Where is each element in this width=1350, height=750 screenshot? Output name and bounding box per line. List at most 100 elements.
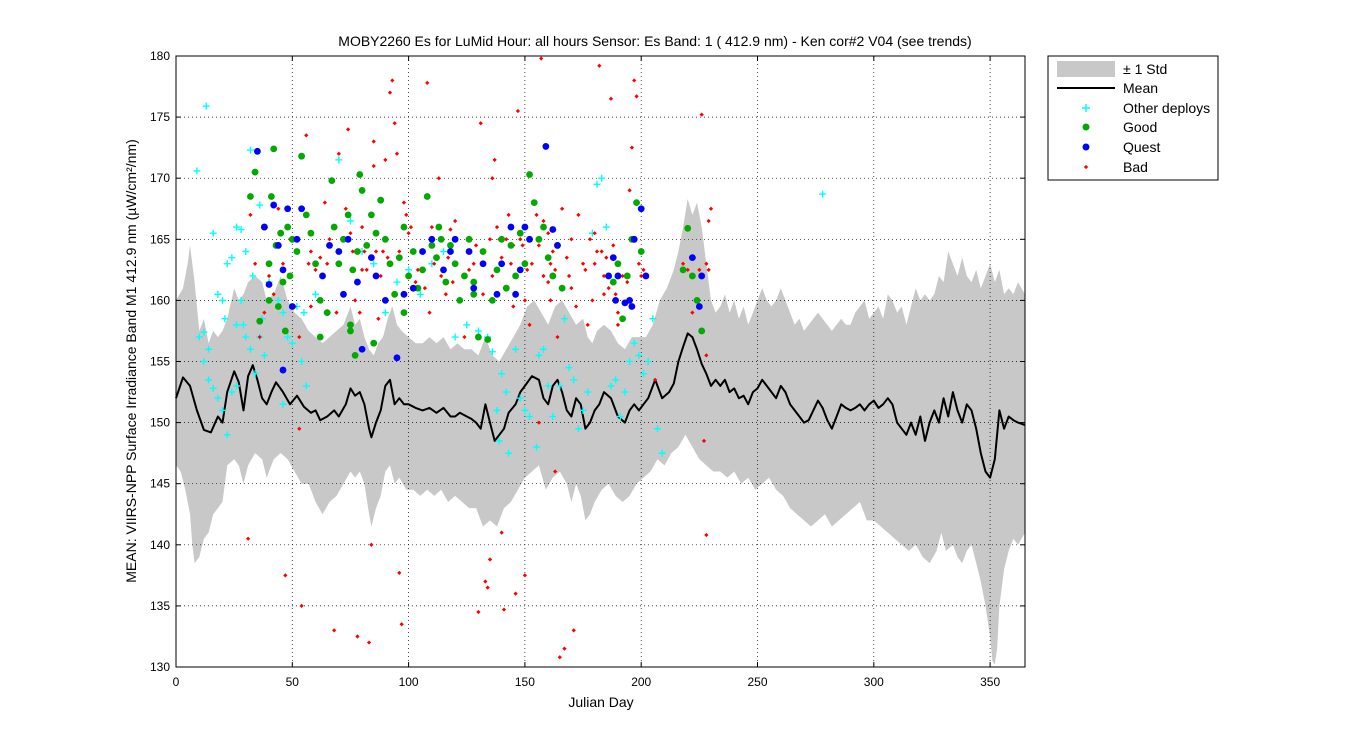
- y-tick-label: 145: [150, 477, 170, 491]
- bad-point: [615, 310, 621, 315]
- good-point: [347, 321, 354, 329]
- bad-point: [350, 249, 355, 254]
- other-deploys-point: [200, 358, 208, 365]
- bad-point: [499, 255, 504, 260]
- good-point: [609, 278, 617, 286]
- bad-point: [266, 273, 272, 279]
- bad-point: [592, 231, 597, 236]
- bad-point: [432, 261, 437, 266]
- good-point: [391, 290, 399, 298]
- bad-point: [569, 237, 574, 242]
- other-deploys-point: [526, 412, 534, 420]
- y-tick-label: 140: [150, 538, 170, 552]
- bad-point: [318, 255, 323, 260]
- other-deploys-point: [819, 190, 827, 198]
- bad-point: [520, 243, 525, 248]
- quest-point: [447, 248, 454, 255]
- good-point: [279, 278, 287, 286]
- good-point: [270, 145, 278, 153]
- bad-point: [522, 298, 528, 303]
- bad-point: [546, 279, 551, 285]
- quest-point: [498, 260, 506, 268]
- good-point: [395, 254, 403, 262]
- quest-point: [507, 223, 515, 231]
- other-deploys-point: [565, 364, 573, 372]
- quest-point: [288, 303, 296, 310]
- bad-point: [587, 237, 593, 242]
- other-deploys-point: [474, 327, 482, 335]
- other-deploys-point: [335, 156, 343, 164]
- other-deploys-point: [214, 290, 222, 298]
- good-point: [419, 266, 426, 274]
- legend-swatch-std: [1057, 61, 1115, 77]
- bad-point: [252, 261, 258, 266]
- bad-point: [448, 227, 453, 232]
- quest-point: [319, 272, 326, 280]
- bad-point: [599, 249, 604, 254]
- bad-point: [385, 255, 390, 260]
- other-deploys-point: [260, 351, 268, 359]
- other-deploys-point: [242, 333, 250, 341]
- good-point: [633, 199, 640, 207]
- points-layer: [193, 56, 827, 660]
- good-point: [377, 196, 385, 204]
- good-point: [479, 248, 487, 255]
- bad-point: [601, 273, 607, 279]
- other-deploys-point: [237, 226, 245, 234]
- other-deploys-point: [405, 266, 413, 274]
- other-deploys-point: [556, 382, 564, 390]
- other-deploys-point: [246, 146, 254, 154]
- quest-point: [695, 303, 703, 310]
- good-point: [370, 339, 378, 347]
- bad-point: [408, 224, 414, 230]
- good-point: [447, 242, 454, 249]
- bad-point: [529, 261, 535, 266]
- x-tick-label: 150: [515, 675, 535, 689]
- good-point: [558, 284, 566, 292]
- bad-point: [583, 267, 588, 272]
- bad-point: [383, 157, 388, 162]
- quest-point: [612, 297, 620, 304]
- x-tick-label: 200: [631, 675, 651, 689]
- bad-point: [548, 298, 553, 303]
- bad-point: [680, 261, 686, 266]
- bad-point: [373, 249, 379, 254]
- bad-point: [541, 218, 546, 224]
- quest-point: [542, 143, 550, 150]
- good-point: [288, 235, 296, 243]
- bad-point: [620, 273, 625, 279]
- bad-point: [399, 622, 404, 627]
- bad-point: [248, 212, 253, 217]
- bad-point: [397, 249, 402, 254]
- bad-point: [462, 334, 467, 340]
- ticks-layer: 0 50 100 150 200 250 300 350 130 135 140 145 150 155 1…: [150, 49, 1025, 689]
- good-point: [544, 254, 552, 262]
- bad-point: [313, 267, 318, 272]
- legend: ± 1 Std Mean Other deploys Good Quest Ba…: [1047, 55, 1219, 181]
- y-axis-label: MEAN: VIIRS-NPP Surface Irradiance Band …: [123, 139, 139, 583]
- quest-point: [440, 266, 447, 274]
- legend-box: [1047, 55, 1219, 181]
- other-deploys-point: [246, 345, 254, 353]
- quest-point: [626, 297, 633, 304]
- bad-point: [487, 557, 493, 562]
- other-deploys-point: [221, 315, 229, 323]
- bad-point: [443, 292, 448, 297]
- quest-point: [637, 205, 645, 213]
- quest-point: [367, 254, 375, 262]
- bad-point: [406, 231, 411, 236]
- good-point: [619, 315, 626, 323]
- other-deploys-point: [584, 388, 592, 396]
- bad-point: [427, 310, 432, 315]
- bad-point: [553, 267, 558, 272]
- other-deploys-point: [200, 328, 208, 336]
- other-deploys-point: [202, 102, 210, 110]
- quest-point: [293, 235, 301, 243]
- good-point: [298, 152, 306, 160]
- other-deploys-point: [284, 333, 292, 341]
- good-point: [349, 266, 357, 274]
- bad-point: [271, 292, 276, 297]
- legend-label-std: ± 1 Std: [1123, 61, 1167, 77]
- bad-point: [704, 353, 709, 358]
- good-point: [265, 297, 273, 304]
